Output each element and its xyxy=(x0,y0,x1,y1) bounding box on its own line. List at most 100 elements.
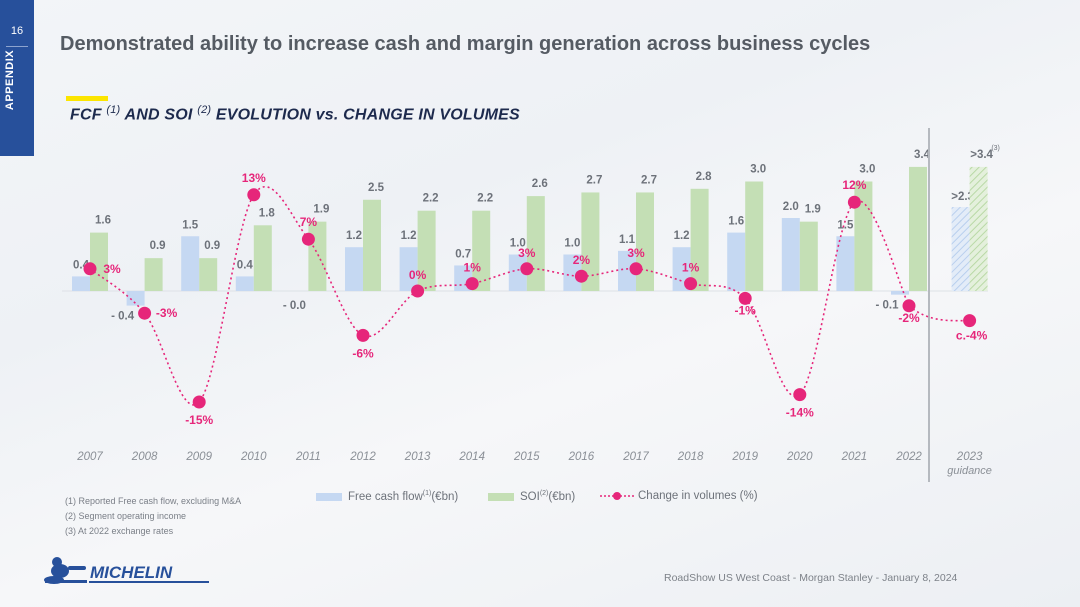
soi-bar xyxy=(417,210,436,291)
soi-value-label: 2.2 xyxy=(477,193,493,205)
legend-soi: SOI(2)(€bn) xyxy=(488,490,575,503)
soi-value-label: 3.0 xyxy=(859,164,875,176)
volume-point xyxy=(847,195,861,209)
fcf-bar xyxy=(836,236,855,291)
soi-bar xyxy=(308,221,327,291)
fcf-bar xyxy=(618,250,636,291)
volume-point xyxy=(411,284,425,298)
soi-bar xyxy=(909,166,927,291)
legend-soi-swatch xyxy=(488,492,514,501)
legend-soi-sup: (2) xyxy=(539,490,549,497)
legend-soi-label: SOI xyxy=(520,490,540,503)
soi-bar xyxy=(690,188,709,291)
subtitle-rest: EVOLUTION vs. CHANGE IN VOLUMES xyxy=(215,106,520,124)
volume-value-label: -3% xyxy=(156,306,178,320)
side-tab xyxy=(0,0,34,156)
fcf-bar xyxy=(399,247,418,291)
soi-value-label: 3.4 xyxy=(914,149,931,161)
soi-value-label: 1.9 xyxy=(805,204,821,216)
x-tick-label-guidance: 2023 xyxy=(956,451,983,463)
fcf-bar xyxy=(235,276,254,291)
x-tick-label: 2011 xyxy=(295,451,321,463)
x-tick-label: 2017 xyxy=(622,451,649,463)
volumes-guidance-line xyxy=(908,305,970,322)
fcf-value-label: - 0.4 xyxy=(111,311,135,323)
fcf-bar xyxy=(508,254,527,291)
fcf-value-label: 0.7 xyxy=(455,248,471,260)
fcf-bar xyxy=(727,232,746,291)
legend-volumes: Change in volumes (%) xyxy=(600,490,758,502)
fcf-bar xyxy=(72,276,90,291)
footnote-1: (1) Reported Free cash flow, excluding M… xyxy=(65,496,242,506)
soi-value-label: 0.9 xyxy=(150,240,166,252)
soi-value-label: 1.8 xyxy=(259,207,276,219)
volume-point xyxy=(520,262,534,276)
x-tick-label: 2008 xyxy=(131,451,158,463)
fcf-bar xyxy=(345,247,363,291)
legend-fcf: Free cash flow(1)(€bn) xyxy=(316,490,458,503)
guidance-fcf-label: >2.3 xyxy=(951,191,974,203)
guidance-volume-point xyxy=(963,314,977,328)
soi-value-label: 2.2 xyxy=(423,193,439,205)
page-title: Demonstrated ability to increase cash an… xyxy=(60,33,871,55)
volume-point xyxy=(301,232,315,246)
volume-value-label: -15% xyxy=(185,413,213,427)
legend-fcf-unit: (€bn) xyxy=(431,490,459,503)
volume-point xyxy=(192,395,206,409)
volume-value-label: 3% xyxy=(518,246,536,260)
soi-value-label: 2.7 xyxy=(586,174,602,186)
fcf-value-label: 2.0 xyxy=(783,201,799,213)
volume-point xyxy=(465,277,479,291)
soi-bar xyxy=(199,258,218,291)
x-tick-label: 2015 xyxy=(513,451,540,463)
guidance-soi-bar xyxy=(969,166,988,291)
soi-bar xyxy=(636,192,654,291)
subtitle-fcf: FCF xyxy=(70,106,102,124)
volume-point xyxy=(574,269,588,283)
volume-value-label: 2% xyxy=(573,253,591,267)
footnote-2: (2) Segment operating income xyxy=(65,511,187,521)
volume-value-label: -6% xyxy=(352,346,374,360)
soi-value-label: 2.5 xyxy=(368,182,385,194)
fcf-value-label: 1.1 xyxy=(619,234,636,246)
volume-value-label: 12% xyxy=(842,178,866,192)
subtitle-accent-bar xyxy=(66,96,108,101)
soi-bar xyxy=(90,232,108,291)
guidance-soi-label: >3.4 xyxy=(970,149,993,161)
x-tick-label: 2016 xyxy=(568,451,595,463)
fcf-bar xyxy=(781,218,800,291)
volume-point xyxy=(83,262,97,276)
fcf-value-label: 0.4 xyxy=(237,259,254,271)
volume-point xyxy=(738,291,752,305)
fcf-value-label: 1.5 xyxy=(837,219,854,231)
x-tick-label: 2021 xyxy=(841,451,868,463)
volume-value-label: 3% xyxy=(627,246,645,260)
soi-value-label: 1.6 xyxy=(95,215,111,227)
soi-value-label: 2.8 xyxy=(696,171,713,183)
x-tick-sublabel-guidance: guidance xyxy=(947,465,992,477)
guidance-fcf-bar xyxy=(951,207,970,291)
soi-value-label: 3.0 xyxy=(750,164,766,176)
soi-value-label: 2.7 xyxy=(641,174,657,186)
volume-value-label: -2% xyxy=(898,311,920,325)
fcf-value-label: 1.0 xyxy=(564,238,580,250)
x-tick-label: 2020 xyxy=(786,451,813,463)
soi-bar xyxy=(526,196,545,291)
x-tick-label: 2022 xyxy=(895,451,922,463)
volume-point xyxy=(902,299,916,313)
x-tick-label: 2013 xyxy=(404,451,431,463)
subtitle-sup-1: (1) xyxy=(106,104,121,116)
volume-point xyxy=(356,328,370,342)
fcf-value-label: 1.5 xyxy=(182,219,199,231)
soi-bar xyxy=(799,221,818,291)
chart-subtitle: FCF (1) AND SOI (2) EVOLUTION vs. CHANGE… xyxy=(70,104,520,124)
x-tick-label: 2019 xyxy=(731,451,758,463)
soi-value-label: 0.9 xyxy=(204,240,220,252)
volume-value-label: 3% xyxy=(103,262,121,276)
x-tick-label: 2009 xyxy=(185,451,212,463)
footnotes: (1) Reported Free cash flow, excluding M… xyxy=(65,494,241,539)
volume-point xyxy=(247,188,261,202)
fcf-bar xyxy=(181,236,200,291)
footnote-3: (3) At 2022 exchange rates xyxy=(65,526,174,536)
legend-volumes-swatch xyxy=(600,491,634,500)
